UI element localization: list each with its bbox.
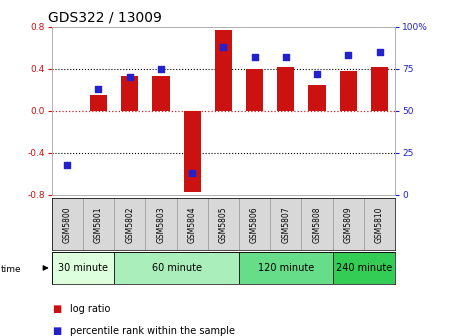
Bar (340, 71, 357, 111)
Bar (364, 198, 395, 250)
Bar (246, 69, 263, 111)
Bar (215, 30, 232, 111)
Bar (145, 198, 176, 250)
Text: GSM5808: GSM5808 (313, 206, 321, 243)
Bar (333, 252, 395, 284)
Text: ■: ■ (52, 326, 61, 336)
Point (157, 66, 164, 72)
Bar (176, 198, 208, 250)
Text: ■: ■ (52, 304, 61, 314)
Text: GSM5803: GSM5803 (156, 206, 165, 243)
Text: GSM5802: GSM5802 (125, 206, 134, 243)
Text: 120 minute: 120 minute (258, 263, 314, 273)
Bar (208, 198, 239, 250)
Text: 30 minute: 30 minute (58, 263, 108, 273)
Bar (52, 252, 114, 284)
Bar (277, 67, 295, 111)
Point (313, 71, 321, 77)
Text: GSM5809: GSM5809 (344, 206, 353, 243)
Text: GSM5810: GSM5810 (375, 206, 384, 243)
Text: percentile rank within the sample: percentile rank within the sample (70, 326, 234, 336)
Point (126, 75, 133, 80)
Text: 60 minute: 60 minute (152, 263, 202, 273)
Text: log ratio: log ratio (70, 304, 110, 314)
Text: GSM5805: GSM5805 (219, 206, 228, 243)
Text: time: time (1, 265, 22, 274)
Text: GSM5807: GSM5807 (282, 206, 291, 243)
Text: 240 minute: 240 minute (336, 263, 392, 273)
Point (189, 170, 196, 176)
Bar (184, 111, 201, 192)
Text: GSM5800: GSM5800 (63, 206, 72, 243)
Bar (371, 67, 388, 111)
Point (345, 53, 352, 58)
Text: GDS322 / 13009: GDS322 / 13009 (48, 10, 162, 24)
Bar (114, 252, 239, 284)
Point (220, 44, 227, 50)
Bar (121, 76, 138, 111)
Point (95, 86, 102, 92)
Point (282, 54, 290, 60)
Bar (239, 198, 270, 250)
Text: GSM5806: GSM5806 (250, 206, 259, 243)
Bar (308, 85, 326, 111)
Bar (270, 198, 301, 250)
Bar (152, 76, 170, 111)
Point (251, 54, 258, 60)
Bar (301, 198, 333, 250)
Bar (83, 198, 114, 250)
Bar (239, 252, 333, 284)
Text: GSM5801: GSM5801 (94, 206, 103, 243)
Bar (333, 198, 364, 250)
Bar (114, 198, 145, 250)
Bar (52, 198, 83, 250)
Text: GSM5804: GSM5804 (188, 206, 197, 243)
Bar (90, 95, 107, 111)
Point (376, 49, 383, 55)
Point (64, 162, 71, 167)
